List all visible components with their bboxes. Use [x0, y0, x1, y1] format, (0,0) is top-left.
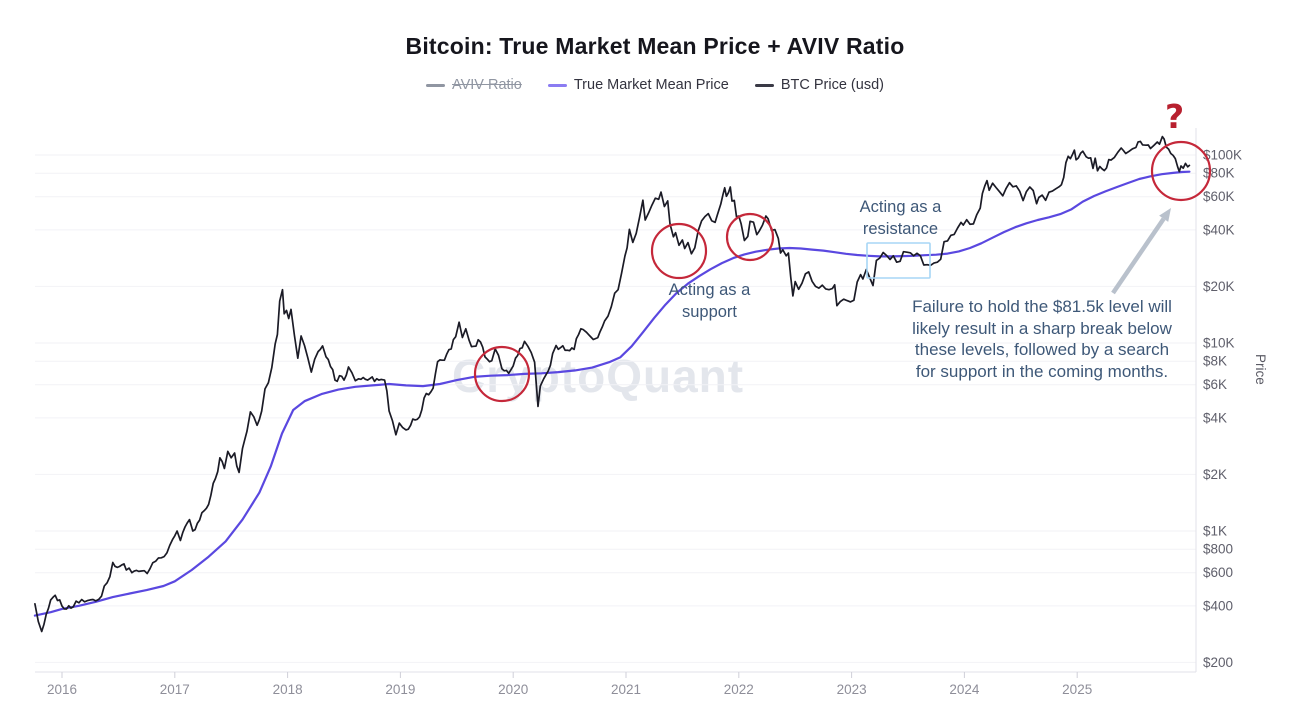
chart-title: Bitcoin: True Market Mean Price + AVIV R… — [405, 33, 905, 59]
y-tick-label: $400 — [1203, 598, 1233, 613]
legend-label: True Market Mean Price — [573, 77, 729, 93]
x-tick-label: 2017 — [160, 682, 190, 697]
y-tick-label: $6K — [1203, 377, 1227, 392]
legend-item-true-market-mean-price[interactable]: True Market Mean Price — [547, 77, 729, 93]
x-tick-label: 2025 — [1062, 682, 1092, 697]
annotation-failure: Failure to hold the $81.5k level will li… — [912, 297, 1172, 381]
x-tick-label: 2022 — [724, 682, 754, 697]
x-tick-label: 2024 — [949, 682, 980, 697]
x-tick-label: 2023 — [837, 682, 867, 697]
y-tick-label: $4K — [1203, 410, 1227, 425]
btc-price-line — [34, 135, 1191, 633]
legend-label: AVIV Ratio — [452, 77, 522, 93]
y-tick-label: $100K — [1203, 148, 1242, 163]
annotation-support: Acting as a support — [668, 281, 751, 321]
highlight-circle — [725, 212, 775, 262]
legend-item-btc-price[interactable]: BTC Price (usd) — [754, 77, 884, 93]
legend: AVIV Ratio True Market Mean Price BTC Pr… — [0, 77, 1310, 93]
y-tick-label: $1K — [1203, 524, 1227, 539]
y-tick-label: $600 — [1203, 565, 1233, 580]
x-tick-label: 2021 — [611, 682, 641, 697]
arrow-shaft — [1111, 217, 1166, 295]
y-axis-title: Price — [1253, 354, 1268, 385]
legend-dash-icon — [547, 83, 567, 87]
y-tick-label: $8K — [1203, 354, 1227, 369]
true-market-mean-line — [33, 170, 1191, 617]
arrow-head-icon — [1159, 208, 1171, 222]
x-tick-label: 2016 — [47, 682, 77, 697]
y-tick-label: $60K — [1203, 189, 1235, 204]
y-tick-label: $10K — [1203, 336, 1235, 351]
y-tick-label: $2K — [1203, 467, 1227, 482]
y-tick-label: $800 — [1203, 542, 1233, 557]
y-tick-label: $200 — [1203, 655, 1233, 670]
y-tick-label: $40K — [1203, 222, 1235, 237]
highlight-circle — [473, 345, 531, 403]
legend-dash-icon — [754, 83, 774, 87]
legend-item-aviv-ratio[interactable]: AVIV Ratio — [426, 77, 522, 93]
question-mark-annotation: ? — [1165, 97, 1185, 136]
x-tick-label: 2018 — [273, 682, 303, 697]
x-tick-label: 2020 — [498, 682, 528, 697]
legend-label: BTC Price (usd) — [780, 77, 884, 93]
resistance-zone-rect — [866, 242, 931, 279]
highlight-circle — [1150, 140, 1212, 202]
legend-dash-icon — [426, 83, 445, 87]
x-tick-label: 2019 — [385, 682, 415, 697]
y-tick-label: $80K — [1203, 166, 1235, 181]
annotation-resistance: Acting as a resistance — [859, 198, 942, 238]
y-tick-label: $20K — [1203, 279, 1235, 294]
highlight-circle — [650, 222, 708, 280]
